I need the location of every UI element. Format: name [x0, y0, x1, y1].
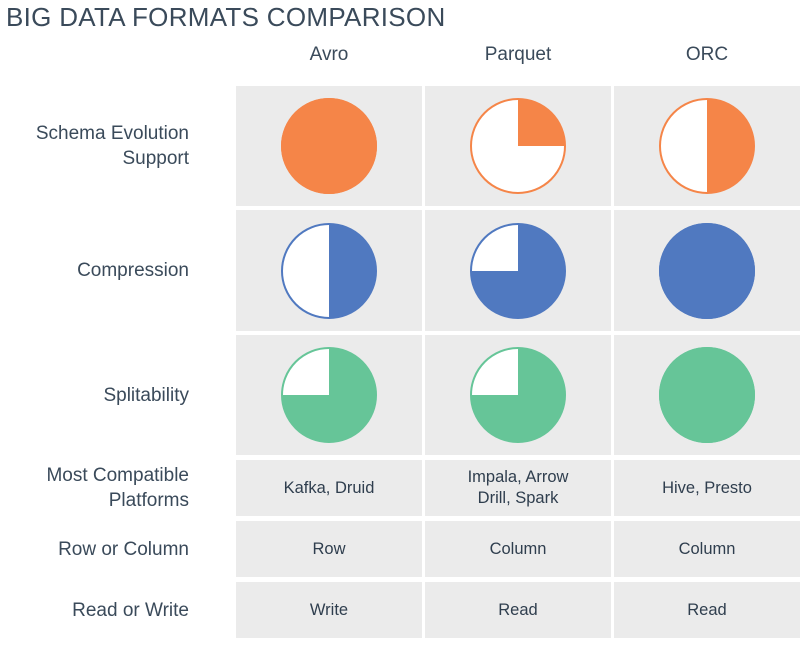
- harvey-ball-fill: [659, 347, 755, 443]
- harvey-ball: [281, 347, 377, 443]
- row-label-line: Most Compatible: [46, 465, 189, 486]
- column-header-orc: ORC: [685, 44, 729, 65]
- cell-text: Impala, Arrow Drill, Spark: [467, 468, 569, 507]
- harvey-ball: [659, 222, 755, 319]
- row-label-line: Platforms: [108, 490, 189, 511]
- cell-text: Read: [687, 600, 727, 619]
- row-label-row-or-column: Row or Column: [0, 521, 189, 577]
- row-label-line: Row or Column: [58, 538, 189, 560]
- row-label-splitability: Splitability: [0, 335, 189, 455]
- row-label-compression: Compression: [0, 210, 189, 331]
- cell-splitability-parquet: [425, 335, 611, 455]
- cell-row-or-column-orc: Column: [614, 521, 800, 577]
- column-header-parquet: Parquet: [484, 44, 552, 65]
- cell-text: Kafka, Druid: [283, 478, 375, 497]
- cell-row-or-column-parquet: Column: [425, 521, 611, 577]
- cell-schema-evolution-support-parquet: [425, 86, 611, 206]
- cell-read-or-write-parquet: Read: [425, 582, 611, 638]
- cell-splitability-avro: [236, 335, 422, 455]
- harvey-ball-fill: [281, 98, 377, 194]
- harvey-ball: [281, 222, 377, 319]
- page-title: BIG DATA FORMATS COMPARISON: [6, 2, 446, 32]
- harvey-ball-fill: [659, 222, 755, 319]
- harvey-ball: [470, 98, 566, 194]
- harvey-ball: [470, 222, 566, 319]
- cell-read-or-write-avro: Write: [236, 582, 422, 638]
- harvey-ball: [470, 347, 566, 443]
- row-label-line: Read or Write: [72, 599, 189, 621]
- cell-compression-orc: [614, 210, 800, 331]
- cell-schema-evolution-support-avro: [236, 86, 422, 206]
- harvey-ball-fill: [707, 99, 754, 193]
- row-label-schema-evolution-support: Schema Evolution Support: [0, 86, 189, 206]
- cell-text: Row: [312, 539, 346, 558]
- cell-text: Hive, Presto: [662, 478, 752, 497]
- cell-text: Read: [498, 600, 538, 619]
- harvey-ball: [281, 98, 377, 194]
- harvey-ball: [659, 347, 755, 443]
- harvey-ball-fill: [329, 223, 376, 318]
- cell-text: Write: [309, 600, 349, 619]
- column-header-avro: Avro: [309, 44, 349, 65]
- cell-most-compatible-platforms-orc: Hive, Presto: [614, 460, 800, 516]
- harvey-ball-fill: [471, 223, 565, 318]
- cell-text: Column: [678, 539, 736, 558]
- cell-compression-parquet: [425, 210, 611, 331]
- row-label-read-or-write: Read or Write: [0, 582, 189, 638]
- row-label-line: Compression: [77, 260, 189, 281]
- row-label-line: Splitability: [103, 384, 189, 406]
- harvey-ball-fill: [282, 348, 376, 442]
- cell-schema-evolution-support-orc: [614, 86, 800, 206]
- cell-most-compatible-platforms-avro: Kafka, Druid: [236, 460, 422, 516]
- row-label-line: Support: [122, 148, 189, 169]
- harvey-ball-fill: [518, 99, 565, 146]
- harvey-ball: [659, 98, 755, 194]
- cell-splitability-orc: [614, 335, 800, 455]
- cell-text: Column: [489, 539, 547, 558]
- harvey-ball-fill: [471, 348, 565, 442]
- cell-most-compatible-platforms-parquet: Impala, Arrow Drill, Spark: [425, 460, 611, 516]
- cell-compression-avro: [236, 210, 422, 331]
- row-label-most-compatible-platforms: Most Compatible Platforms: [0, 460, 189, 516]
- cell-read-or-write-orc: Read: [614, 582, 800, 638]
- row-label-line: Schema Evolution: [35, 123, 189, 144]
- cell-row-or-column-avro: Row: [236, 521, 422, 577]
